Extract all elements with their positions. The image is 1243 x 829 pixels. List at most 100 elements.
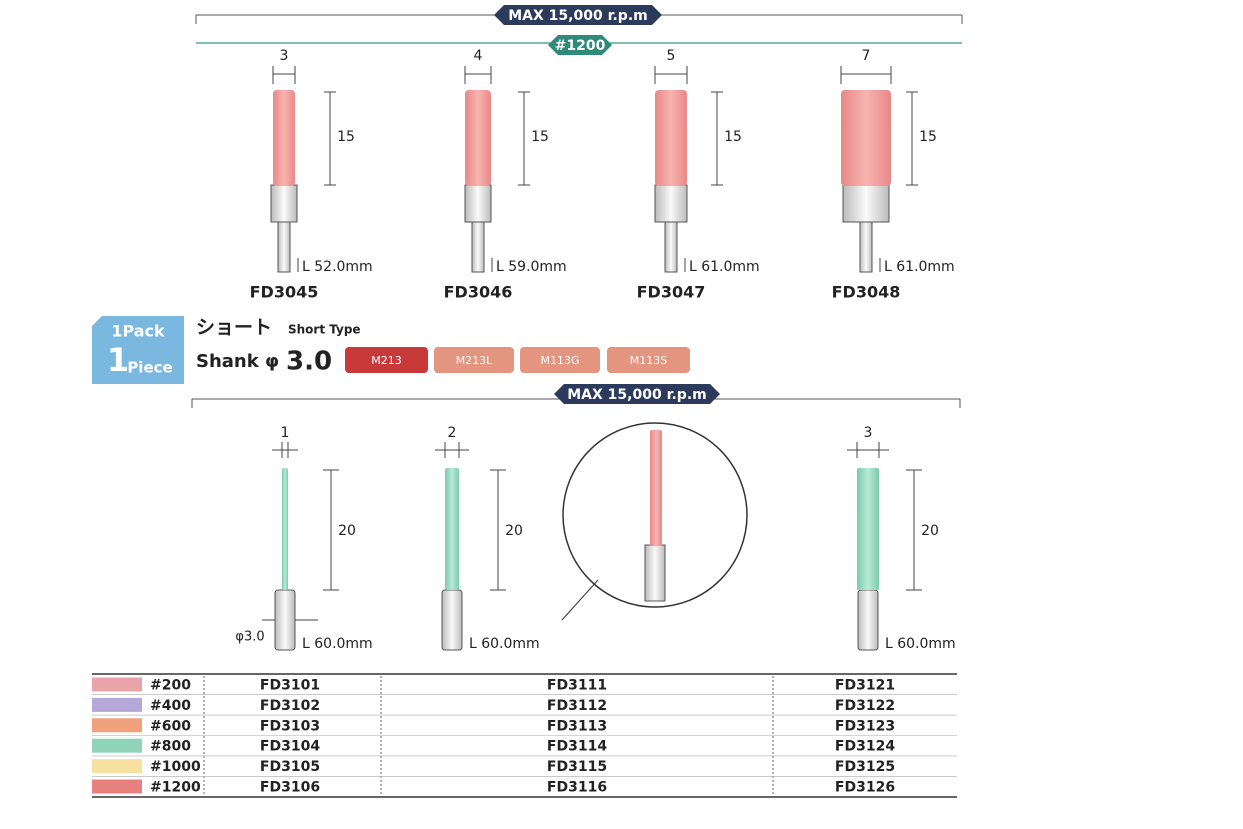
- pill: [494, 5, 662, 25]
- total-length: L 60.0mm: [302, 636, 373, 652]
- pill-label: #1200: [555, 38, 606, 54]
- shank: [859, 221, 873, 273]
- badge-count: 1: [107, 341, 129, 379]
- table-cell: FD3122: [835, 698, 895, 714]
- collar: [654, 184, 688, 223]
- length-label: 15: [724, 129, 742, 145]
- diameter-label: 7: [862, 48, 871, 64]
- length-label: 20: [505, 523, 523, 539]
- grit-label: #1000: [150, 759, 201, 775]
- product-code: FD3045: [250, 283, 319, 302]
- grit-label: #1200: [150, 780, 201, 796]
- table-cell: FD3124: [835, 739, 895, 755]
- tag: [345, 347, 428, 373]
- table-cell: FD3101: [260, 678, 320, 694]
- shank: [471, 221, 485, 273]
- line: [561, 579, 599, 621]
- brush-tip: [282, 468, 288, 590]
- pill: [554, 384, 720, 404]
- product-code: FD3047: [637, 283, 706, 302]
- tag-label: M213L: [456, 354, 493, 367]
- diameter-label: 2: [448, 425, 457, 441]
- badge-corner: [92, 316, 102, 326]
- length-label: 20: [338, 523, 356, 539]
- tag-label: M113G: [540, 354, 579, 367]
- badge-pack: 1Pack: [111, 322, 165, 341]
- grit-swatch: [92, 759, 142, 774]
- table-cell: FD3113: [547, 718, 607, 734]
- shank: [857, 589, 879, 651]
- shank: [274, 589, 296, 651]
- table-cell: FD3115: [547, 759, 607, 775]
- badge: [92, 316, 184, 384]
- brush-tip: [445, 468, 459, 590]
- grit-label: #600: [150, 718, 191, 734]
- brush-tip: [465, 90, 491, 186]
- collar: [842, 184, 890, 223]
- grit-label: #400: [150, 698, 191, 714]
- diameter-label: 1: [281, 425, 290, 441]
- shank: [664, 221, 678, 273]
- tag-label: M213: [371, 354, 402, 367]
- badge-unit: Piece: [127, 359, 172, 377]
- shank-note: φ3.0: [235, 630, 264, 645]
- table-cell: FD3106: [260, 780, 320, 796]
- shank-value: 3.0: [286, 347, 332, 377]
- table-cell: FD3125: [835, 759, 895, 775]
- grit-swatch: [92, 697, 142, 712]
- total-length: L 60.0mm: [885, 636, 956, 652]
- grit-label: #800: [150, 739, 191, 755]
- length-label: 20: [921, 523, 939, 539]
- magnified-tip: [650, 430, 662, 546]
- grit-swatch: [92, 718, 142, 733]
- grit-swatch: [92, 738, 142, 753]
- brush-tip: [655, 90, 687, 186]
- table-cell: FD3105: [260, 759, 320, 775]
- brush-tip: [841, 90, 891, 186]
- table-cell: FD3123: [835, 718, 895, 734]
- length-label: 15: [337, 129, 355, 145]
- shank: [277, 221, 291, 273]
- table-cell: FD3104: [260, 739, 320, 755]
- brush-tip: [857, 468, 879, 590]
- product-code: FD3048: [832, 283, 901, 302]
- total-length: L 52.0mm: [302, 259, 373, 275]
- pill-label: MAX 15,000 r.p.m: [508, 8, 648, 24]
- table-cell: FD3121: [835, 678, 895, 694]
- product-code: FD3046: [444, 283, 513, 302]
- tag: [520, 347, 600, 373]
- magnified-shank: [644, 544, 666, 602]
- total-length: L 60.0mm: [469, 636, 540, 652]
- diameter-label: 4: [474, 48, 483, 64]
- table-cell: FD3111: [547, 678, 607, 694]
- table-cell: FD3103: [260, 718, 320, 734]
- grit-label: #200: [150, 678, 191, 694]
- collar: [270, 184, 298, 223]
- table-cell: FD3102: [260, 698, 320, 714]
- table-cell: FD3114: [547, 739, 607, 755]
- tag-label: M113S: [630, 354, 667, 367]
- pill: [548, 35, 612, 55]
- type-jp: ショート: [196, 317, 272, 339]
- total-length: L 59.0mm: [496, 259, 567, 275]
- diameter-label: 5: [667, 48, 676, 64]
- pill-label: MAX 15,000 r.p.m: [567, 387, 707, 403]
- total-length: L 61.0mm: [884, 259, 955, 275]
- length-label: 15: [919, 129, 937, 145]
- brush-tip: [273, 90, 295, 186]
- table-cell: FD3116: [547, 780, 607, 796]
- length-label: 15: [531, 129, 549, 145]
- total-length: L 61.0mm: [689, 259, 760, 275]
- grit-swatch: [92, 779, 142, 794]
- tag: [607, 347, 690, 373]
- tag: [434, 347, 514, 373]
- shank-label: Shank φ: [196, 351, 279, 372]
- table-cell: FD3126: [835, 780, 895, 796]
- diameter-label: 3: [280, 48, 289, 64]
- type-en: Short Type: [288, 323, 361, 337]
- collar: [464, 184, 492, 223]
- shank: [441, 589, 463, 651]
- grit-swatch: [92, 677, 142, 692]
- diameter-label: 3: [864, 425, 873, 441]
